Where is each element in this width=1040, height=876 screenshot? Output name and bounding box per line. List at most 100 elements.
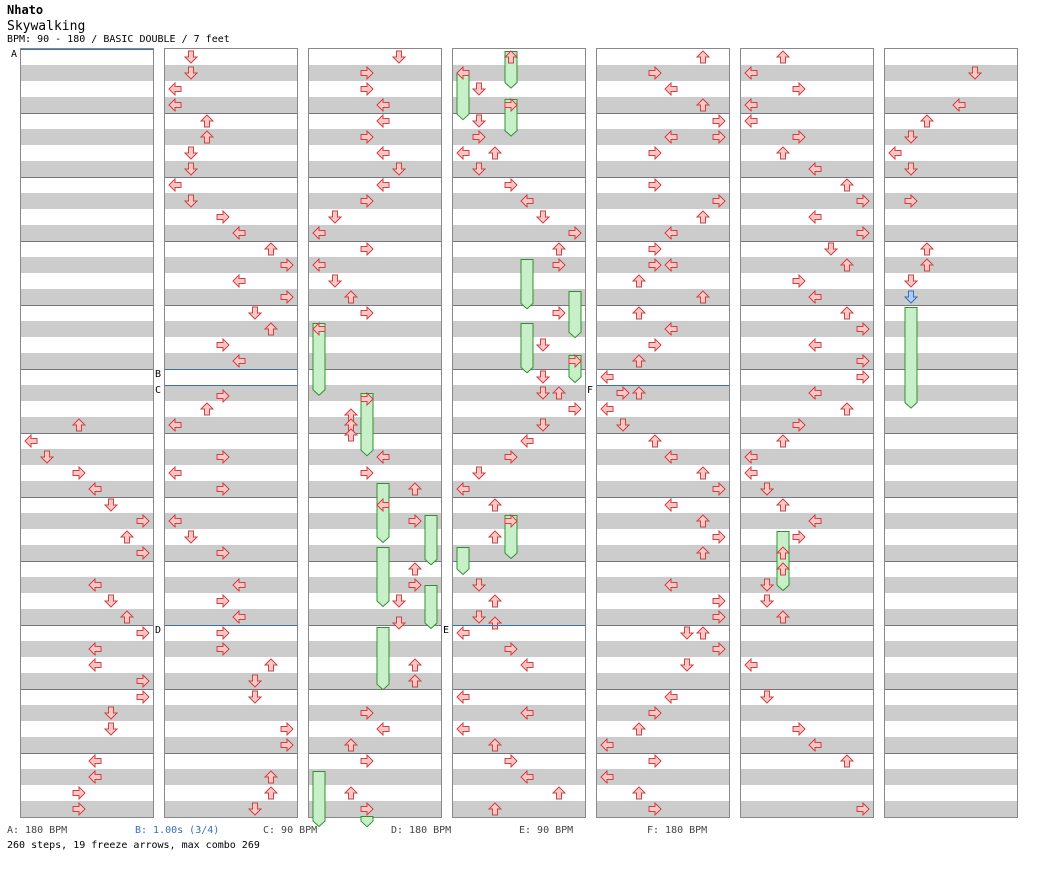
step-arrow-down xyxy=(184,50,198,64)
beat-band xyxy=(453,321,585,337)
step-arrow-down xyxy=(536,418,550,432)
beat-band xyxy=(741,513,873,529)
beat-band xyxy=(21,161,153,177)
beat-band xyxy=(741,737,873,753)
beat-band xyxy=(309,321,441,337)
measure-line xyxy=(309,369,441,370)
beat-band xyxy=(597,705,729,721)
bpm-legend-f: F: 180 BPM xyxy=(647,825,708,836)
beat-band xyxy=(165,289,297,305)
beat-band xyxy=(21,129,153,145)
measure-line xyxy=(165,753,297,754)
beat-band xyxy=(165,801,297,817)
beat-band xyxy=(21,769,153,785)
step-arrow-up xyxy=(488,146,502,160)
beat-band xyxy=(885,673,1017,689)
beat-band xyxy=(165,737,297,753)
step-arrow-right xyxy=(280,258,294,272)
measure-line xyxy=(885,177,1017,178)
step-arrow-right xyxy=(504,514,518,528)
step-arrow-up xyxy=(264,786,278,800)
beat-band xyxy=(885,737,1017,753)
step-arrow-left xyxy=(376,722,390,736)
step-arrow-right xyxy=(216,338,230,352)
beat-band xyxy=(453,289,585,305)
step-arrow-left xyxy=(600,402,614,416)
step-arrow-right xyxy=(216,210,230,224)
step-arrow-up xyxy=(696,514,710,528)
step-arrow-down xyxy=(184,530,198,544)
step-arrow-down xyxy=(536,386,550,400)
step-arrow-right xyxy=(280,738,294,752)
step-arrow-right xyxy=(712,610,726,624)
beat-band xyxy=(885,225,1017,241)
beat-band xyxy=(165,641,297,657)
step-arrow-right xyxy=(216,450,230,464)
measure-line xyxy=(453,113,585,114)
measure-line xyxy=(885,689,1017,690)
measure-line xyxy=(885,241,1017,242)
step-arrow-right xyxy=(408,514,422,528)
step-arrow-up xyxy=(840,258,854,272)
measure-line xyxy=(597,561,729,562)
beat-band xyxy=(597,193,729,209)
beat-band xyxy=(741,577,873,593)
beat-band xyxy=(885,385,1017,401)
step-arrow-up xyxy=(552,786,566,800)
beat-band xyxy=(453,385,585,401)
step-arrow-down xyxy=(104,706,118,720)
beat-band xyxy=(21,417,153,433)
measure-line xyxy=(309,177,441,178)
beat-band xyxy=(309,641,441,657)
step-arrow-up xyxy=(264,658,278,672)
step-arrow-right xyxy=(216,594,230,608)
step-arrow-left xyxy=(664,82,678,96)
step-arrow-left xyxy=(664,578,678,592)
measure-line xyxy=(597,369,729,370)
measure-line xyxy=(453,689,585,690)
step-arrow-up xyxy=(696,210,710,224)
step-arrow-left xyxy=(664,450,678,464)
beat-band xyxy=(309,417,441,433)
measure-line xyxy=(741,625,873,626)
step-arrow-up xyxy=(840,754,854,768)
step-arrow-down xyxy=(536,210,550,224)
beat-band xyxy=(597,321,729,337)
beat-band xyxy=(885,609,1017,625)
measure-line xyxy=(741,689,873,690)
beat-band xyxy=(309,225,441,241)
beat-band xyxy=(165,609,297,625)
step-arrow-up xyxy=(632,354,646,368)
step-arrow-up xyxy=(488,616,502,630)
measure-line xyxy=(741,561,873,562)
section-line xyxy=(165,385,297,386)
freeze-arrow xyxy=(456,547,470,575)
step-arrow-left xyxy=(808,338,822,352)
measure-line xyxy=(453,177,585,178)
measure-line xyxy=(453,497,585,498)
beat-band xyxy=(453,705,585,721)
step-arrow-right xyxy=(72,786,86,800)
step-arrow-right xyxy=(648,66,662,80)
beat-band xyxy=(165,577,297,593)
step-arrow-down xyxy=(760,482,774,496)
beat-band xyxy=(885,417,1017,433)
step-arrow-right xyxy=(280,722,294,736)
step-arrow-left xyxy=(232,578,246,592)
bpm-legend-d: D: 180 BPM xyxy=(391,825,452,836)
step-arrow-down xyxy=(824,242,838,256)
beat-band xyxy=(597,545,729,561)
chart-column-1: A xyxy=(11,48,154,818)
step-arrow-right xyxy=(648,242,662,256)
step-arrow-down xyxy=(392,616,406,631)
step-arrow-up xyxy=(840,306,854,320)
beat-band xyxy=(21,449,153,465)
measure-line xyxy=(309,433,441,434)
beat-band xyxy=(21,545,153,561)
step-arrow-right xyxy=(136,514,150,528)
measure-line xyxy=(885,113,1017,114)
step-arrow-up xyxy=(840,178,854,192)
step-arrow-right xyxy=(856,226,870,240)
step-arrow-up xyxy=(488,498,502,512)
measure-line xyxy=(309,497,441,498)
